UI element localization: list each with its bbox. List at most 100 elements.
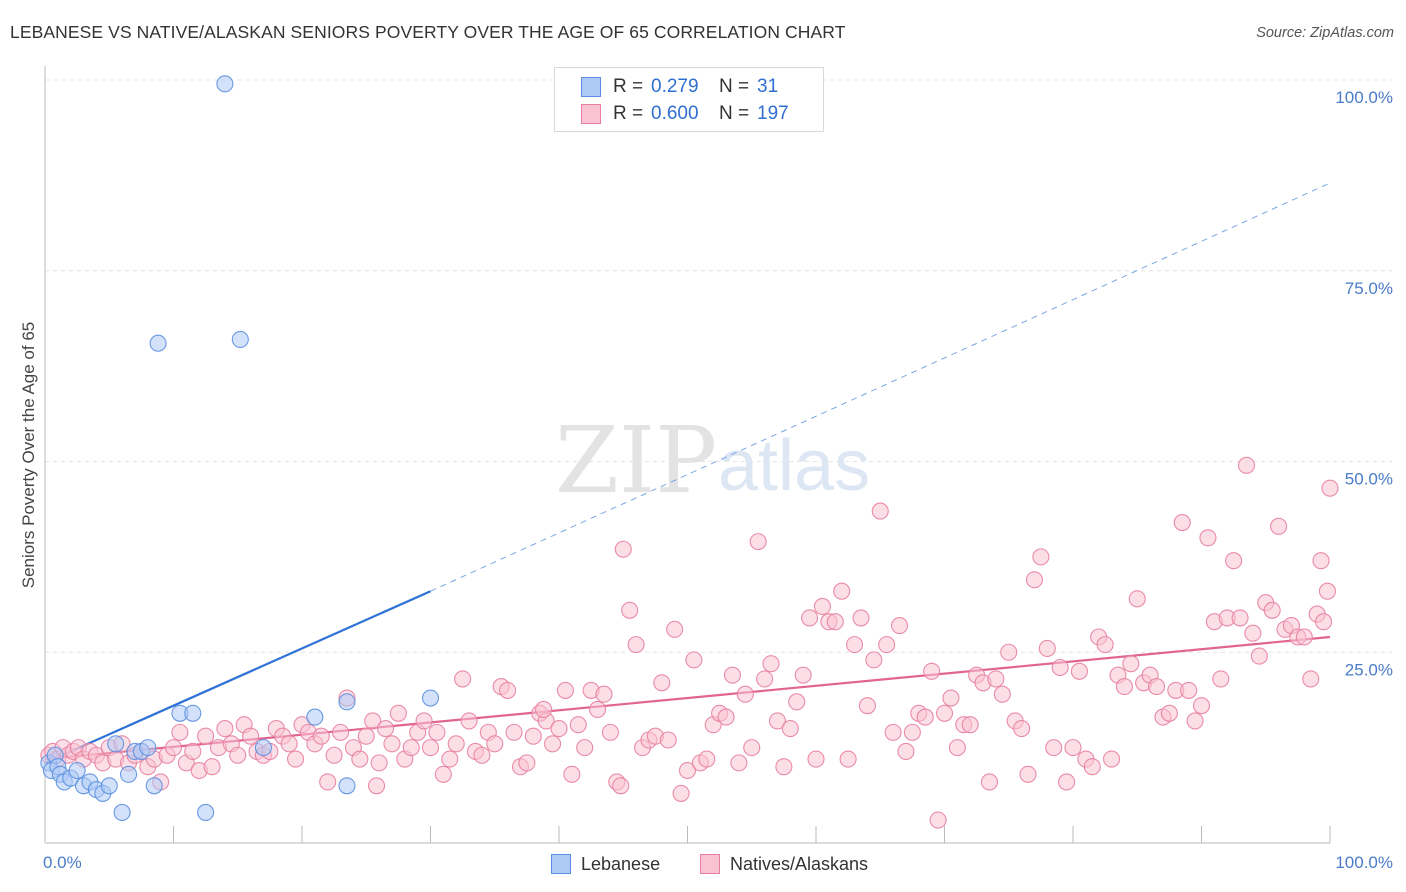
data-point-natives xyxy=(1115,678,1133,696)
legend-r-label: R = xyxy=(613,76,644,97)
data-point-natives xyxy=(1000,643,1018,661)
data-point-natives xyxy=(1225,552,1243,570)
axes xyxy=(44,66,1331,844)
data-point-natives xyxy=(781,719,799,738)
data-point-natives xyxy=(319,773,337,791)
data-point-natives xyxy=(550,719,568,738)
data-point-natives xyxy=(1315,613,1333,631)
data-point-natives xyxy=(1231,609,1249,627)
data-point-natives xyxy=(678,761,697,780)
data-point-natives xyxy=(942,689,960,707)
data-point-natives xyxy=(1160,704,1178,722)
data-point-natives xyxy=(794,666,812,684)
data-point-natives xyxy=(1019,765,1037,783)
legend-swatch-natives xyxy=(581,104,601,124)
legend-swatch-lebanese xyxy=(581,77,601,97)
data-point-natives xyxy=(923,662,941,680)
bottom-legend-label-natives: Natives/Alaskans xyxy=(730,853,869,874)
data-point-natives xyxy=(454,670,472,688)
data-point-natives xyxy=(698,750,716,768)
data-point-natives xyxy=(929,811,947,829)
data-point-natives xyxy=(415,712,433,730)
legend-n-label: N = xyxy=(719,103,750,124)
data-point-lebanese xyxy=(338,693,356,711)
legend-n-value: 31 xyxy=(757,76,779,97)
data-point-natives xyxy=(756,670,774,688)
data-point-natives xyxy=(1173,513,1191,532)
trend-line-natives xyxy=(44,635,1331,761)
data-point-natives xyxy=(312,727,330,745)
data-point-natives xyxy=(460,712,478,730)
data-points xyxy=(40,75,1339,829)
data-point-natives xyxy=(865,651,883,669)
legend-r-value: 0.279 xyxy=(651,76,699,97)
data-point-natives xyxy=(595,685,613,703)
watermark-atlas: atlas xyxy=(718,426,870,506)
data-point-natives xyxy=(556,681,574,699)
data-point-lebanese xyxy=(119,765,138,783)
data-point-natives xyxy=(1244,624,1262,642)
legend-n-value: 197 xyxy=(757,103,789,124)
data-point-natives xyxy=(389,704,407,722)
watermark: ZIP atlas xyxy=(555,407,870,514)
data-point-natives xyxy=(331,723,350,741)
data-point-natives xyxy=(858,697,876,715)
y-tick-label: 25.0% xyxy=(1345,660,1393,679)
data-point-natives xyxy=(807,750,825,768)
data-point-natives xyxy=(486,735,504,753)
data-point-natives xyxy=(775,758,793,776)
data-point-lebanese xyxy=(107,735,125,753)
grid-lines xyxy=(45,79,1392,653)
data-point-natives xyxy=(871,502,889,520)
data-point-natives xyxy=(505,723,523,741)
data-point-natives xyxy=(364,712,382,730)
y-tick-label: 75.0% xyxy=(1345,279,1393,298)
data-point-natives xyxy=(1013,719,1031,738)
data-point-natives xyxy=(428,723,446,741)
data-point-natives xyxy=(499,681,517,699)
data-point-natives xyxy=(1096,636,1114,654)
data-point-natives xyxy=(576,739,594,757)
data-point-natives xyxy=(1192,697,1211,715)
data-point-natives xyxy=(672,784,690,802)
data-point-lebanese xyxy=(338,777,356,795)
data-point-lebanese xyxy=(421,689,440,707)
data-point-natives xyxy=(1051,658,1069,677)
data-point-natives xyxy=(242,727,260,745)
trend-line-lebanese xyxy=(44,590,431,764)
data-point-natives xyxy=(1064,739,1082,757)
data-point-natives xyxy=(614,540,632,558)
data-point-natives xyxy=(1025,571,1043,589)
x-tick-label: 0.0% xyxy=(43,853,82,872)
data-point-natives xyxy=(184,742,202,760)
x-tick-label: 100.0% xyxy=(1335,853,1393,872)
data-point-natives xyxy=(612,777,630,795)
data-point-lebanese xyxy=(100,777,118,795)
data-point-natives xyxy=(164,739,183,757)
legend-n-label: N = xyxy=(719,76,750,97)
data-point-lebanese xyxy=(184,704,202,722)
data-point-natives xyxy=(621,601,639,619)
bottom-legend-label-lebanese: Lebanese xyxy=(581,853,661,874)
data-point-lebanese xyxy=(68,761,86,780)
data-point-natives xyxy=(1122,655,1140,673)
data-point-natives xyxy=(736,685,754,703)
data-point-natives xyxy=(627,636,645,654)
data-point-natives xyxy=(588,700,607,719)
y-axis-label: Seniors Poverty Over the Age of 65 xyxy=(19,322,38,588)
data-point-natives xyxy=(1302,670,1320,688)
chart-title: LEBANESE VS NATIVE/ALASKAN SENIORS POVER… xyxy=(10,22,846,42)
data-point-lebanese xyxy=(113,803,131,822)
data-point-natives xyxy=(1250,647,1268,665)
data-point-natives xyxy=(1186,712,1204,730)
data-point-natives xyxy=(845,636,864,654)
data-point-lebanese xyxy=(139,739,157,757)
data-point-natives xyxy=(1058,773,1076,791)
data-point-natives xyxy=(916,708,934,726)
data-point-natives xyxy=(524,727,542,745)
data-point-natives xyxy=(890,616,909,635)
data-point-natives xyxy=(839,750,857,768)
data-point-natives xyxy=(723,666,742,684)
data-point-natives xyxy=(948,739,966,757)
